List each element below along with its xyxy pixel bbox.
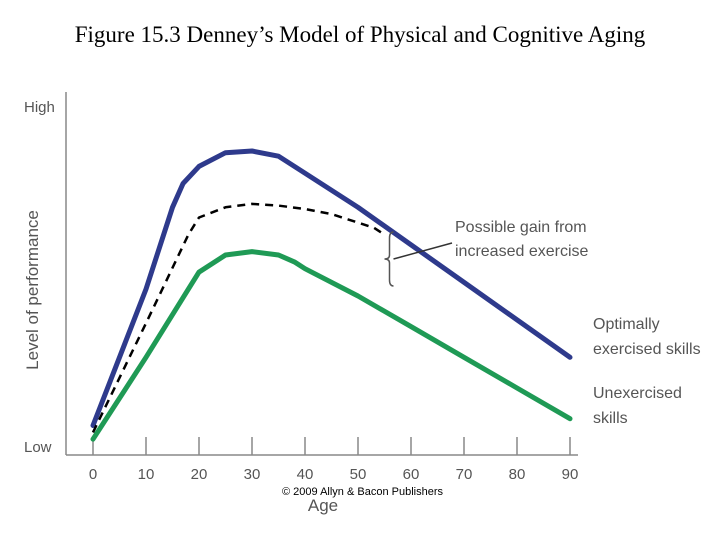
series-label-optimally-exercised-skills: Optimally (593, 316, 660, 333)
annotation-arrow (393, 242, 453, 260)
annotation-bracket (384, 231, 394, 287)
chart-title: Figure 15.3 Denney’s Model of Physical a… (74, 22, 646, 47)
copyright-credit: © 2009 Allyn & Bacon Publishers (282, 486, 443, 498)
series-line-unexercised-skills (90, 249, 573, 442)
x-tick-label: 40 (297, 466, 314, 483)
x-tick-label: 20 (191, 466, 208, 483)
x-tick-label: 60 (403, 466, 420, 483)
x-tick-label: 10 (138, 466, 155, 483)
x-tick-label: 70 (456, 466, 473, 483)
y-axis-title: Level of performance (23, 210, 42, 370)
y-label-low: Low (24, 439, 52, 456)
x-tick-label: 0 (89, 466, 97, 483)
series-line-optimally-exercised-skills (90, 148, 573, 428)
x-tick-label: 80 (509, 466, 526, 483)
x-tick-label: 90 (562, 466, 579, 483)
series-layer (90, 148, 573, 442)
x-tick-label: 50 (350, 466, 367, 483)
series-label-unexercised-skills: skills (593, 410, 628, 427)
labels-layer: Optimally exercised skills Unexercised skil… (384, 219, 701, 427)
x-axis-title: Age (308, 496, 338, 515)
series-line-possible-gain-from-increased-exercise (91, 202, 386, 433)
x-tick-label: 30 (244, 466, 261, 483)
axes: 0 10 20 30 40 50 60 70 80 90 High Low Level of perfo… (23, 92, 578, 515)
annotation-text: Possible gain from (455, 219, 587, 236)
y-label-high: High (24, 99, 55, 116)
series-label-optimally-exercised-skills: exercised skills (593, 341, 701, 358)
series-label-unexercised-skills: Unexercised (593, 385, 682, 402)
annotation-text: increased exercise (455, 243, 589, 260)
